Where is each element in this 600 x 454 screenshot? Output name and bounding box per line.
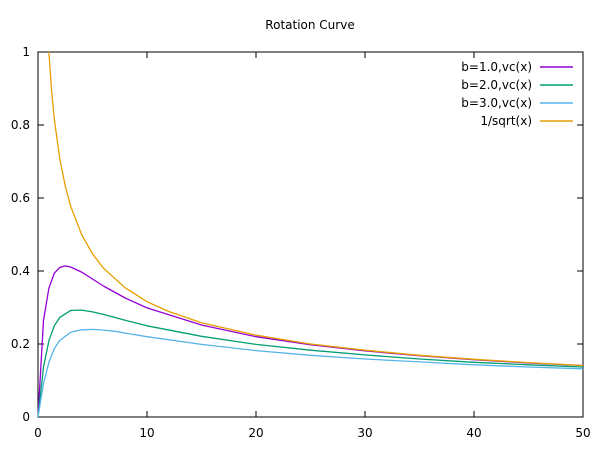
y-tick-label: 0.4 xyxy=(11,264,30,278)
axes-layer: 0 10 20 30 40 50 0 0.2 0.4 0.6 0.8 1 xyxy=(11,45,591,440)
plot-frame xyxy=(37,51,584,418)
legend: b=1.0,vc(x) b=2.0,vc(x) b=3.0,vc(x) 1/sqrt(… xyxy=(461,60,573,128)
legend-label: b=1.0,vc(x) xyxy=(461,60,532,74)
legend-label: 1/sqrt(x) xyxy=(480,114,532,128)
legend-label: b=2.0,vc(x) xyxy=(461,78,532,92)
series-line-1 xyxy=(37,265,584,418)
y-tick-label: 1 xyxy=(22,45,30,59)
series-line-4 xyxy=(48,51,584,367)
series-line-3 xyxy=(37,328,584,418)
x-tick-label: 30 xyxy=(357,426,372,440)
x-tick-label: 10 xyxy=(139,426,154,440)
chart-title: Rotation Curve xyxy=(265,18,354,32)
x-tick-label: 50 xyxy=(575,426,590,440)
y-tick-label: 0.2 xyxy=(11,337,30,351)
series-layer xyxy=(37,51,584,418)
x-tick-label: 40 xyxy=(466,426,481,440)
x-tick-label: 0 xyxy=(34,426,42,440)
series-line-2 xyxy=(37,309,584,418)
y-tick-label: 0.8 xyxy=(11,118,30,132)
y-tick-label: 0.6 xyxy=(11,191,30,205)
x-tick-label: 20 xyxy=(248,426,263,440)
y-tick-label: 0 xyxy=(22,410,30,424)
legend-label: b=3.0,vc(x) xyxy=(461,96,532,110)
